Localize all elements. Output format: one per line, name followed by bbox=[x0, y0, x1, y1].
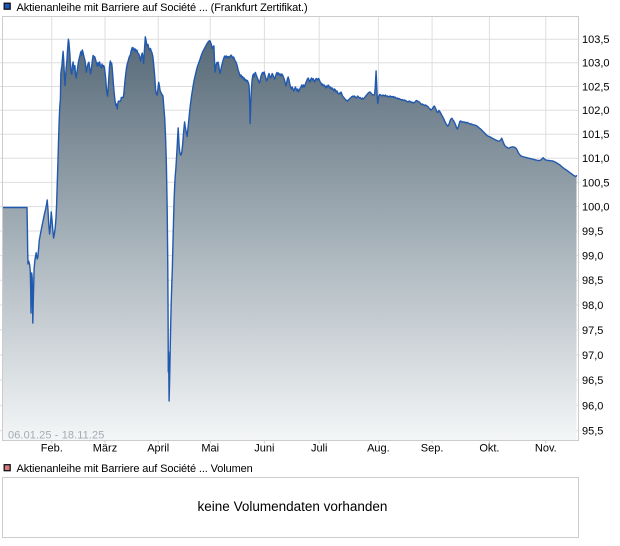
svg-text:Aktienanleihe mit Barriere auf: Aktienanleihe mit Barriere auf Société .… bbox=[17, 463, 253, 475]
svg-text:Aug.: Aug. bbox=[367, 443, 390, 455]
svg-text:102,5: 102,5 bbox=[582, 81, 610, 93]
svg-text:96,0: 96,0 bbox=[582, 400, 603, 412]
svg-text:97,5: 97,5 bbox=[582, 325, 603, 337]
svg-text:März: März bbox=[93, 443, 117, 455]
svg-text:98,5: 98,5 bbox=[582, 275, 603, 287]
svg-text:Feb.: Feb. bbox=[41, 443, 63, 455]
svg-text:102,0: 102,0 bbox=[582, 105, 610, 117]
svg-text:Juni: Juni bbox=[254, 443, 274, 455]
svg-text:99,0: 99,0 bbox=[582, 251, 603, 263]
svg-text:Mai: Mai bbox=[201, 443, 219, 455]
svg-text:Nov.: Nov. bbox=[535, 443, 557, 455]
svg-text:97,0: 97,0 bbox=[582, 350, 603, 362]
svg-text:April: April bbox=[147, 443, 169, 455]
svg-text:Sep.: Sep. bbox=[421, 443, 444, 455]
svg-text:103,0: 103,0 bbox=[582, 58, 610, 70]
svg-text:keine Volumendaten vorhanden: keine Volumendaten vorhanden bbox=[198, 499, 388, 514]
svg-text:98,0: 98,0 bbox=[582, 300, 603, 312]
svg-text:100,0: 100,0 bbox=[582, 202, 610, 214]
svg-text:101,0: 101,0 bbox=[582, 153, 610, 165]
svg-text:96,5: 96,5 bbox=[582, 375, 603, 387]
svg-text:Juli: Juli bbox=[311, 443, 328, 455]
svg-text:95,5: 95,5 bbox=[582, 426, 603, 438]
svg-text:Okt.: Okt. bbox=[479, 443, 499, 455]
svg-text:103,5: 103,5 bbox=[582, 34, 610, 46]
svg-text:06.01.25 - 18.11.25: 06.01.25 - 18.11.25 bbox=[8, 429, 105, 441]
svg-text:101,5: 101,5 bbox=[582, 129, 610, 141]
svg-text:99,5: 99,5 bbox=[582, 226, 603, 238]
svg-text:100,5: 100,5 bbox=[582, 177, 610, 189]
svg-text:Aktienanleihe mit Barriere auf: Aktienanleihe mit Barriere auf Société .… bbox=[17, 2, 308, 14]
